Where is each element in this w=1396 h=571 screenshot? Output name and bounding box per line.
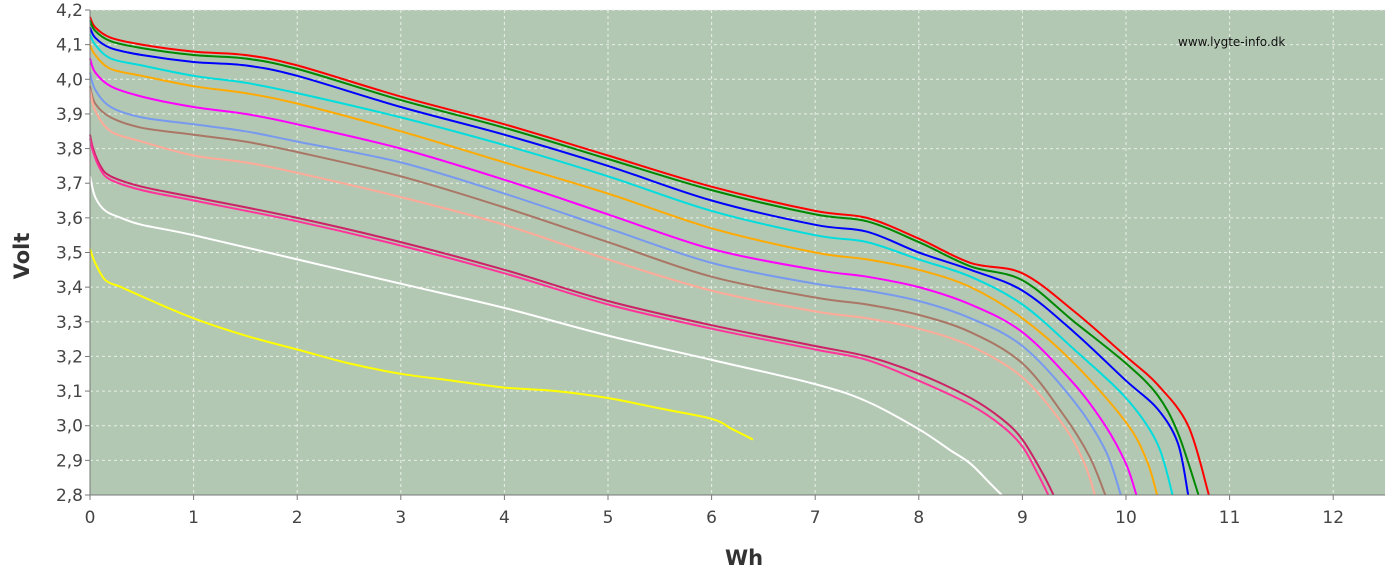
y-tick-label: 4,1 bbox=[56, 36, 83, 56]
series-line-10 bbox=[89, 134, 1055, 496]
x-tick-label: 1 bbox=[188, 508, 199, 528]
x-tick-label: 11 bbox=[1219, 508, 1241, 528]
series-line-2 bbox=[89, 19, 1200, 496]
y-tick-label: 3,7 bbox=[56, 174, 83, 194]
x-tick-label: 6 bbox=[706, 508, 717, 528]
tick-labels: 0 1 2 3 4 5 6 7 8 9 10 11 122,82,93,03,13,23,33,43,5… bbox=[56, 1, 1344, 528]
series-line-9 bbox=[89, 89, 1096, 496]
x-tick-label: 5 bbox=[603, 508, 614, 528]
series-line-8 bbox=[89, 85, 1107, 496]
series-line-4 bbox=[89, 33, 1174, 496]
series-line-13 bbox=[89, 248, 754, 441]
watermark-text: www.lygte-info.dk bbox=[1178, 35, 1285, 49]
y-axis-title: Volt bbox=[10, 233, 34, 280]
x-tick-label: 12 bbox=[1322, 508, 1344, 528]
y-tick-label: 3,6 bbox=[56, 209, 83, 229]
grid bbox=[89, 9, 1385, 496]
y-tick-label: 3,9 bbox=[56, 105, 83, 125]
series-group bbox=[89, 16, 1210, 496]
axes bbox=[85, 9, 1385, 500]
y-tick-label: 3,4 bbox=[56, 278, 83, 298]
x-tick-label: 8 bbox=[913, 508, 924, 528]
y-tick-label: 3,8 bbox=[56, 140, 83, 160]
y-tick-label: 2,8 bbox=[56, 486, 83, 506]
x-tick-label: 9 bbox=[1017, 508, 1028, 528]
series-line-3 bbox=[89, 26, 1190, 496]
y-tick-label: 3,3 bbox=[56, 313, 83, 333]
x-tick-label: 0 bbox=[85, 508, 96, 528]
x-tick-label: 2 bbox=[292, 508, 303, 528]
x-tick-label: 10 bbox=[1115, 508, 1137, 528]
series-line-5 bbox=[89, 44, 1159, 496]
y-tick-label: 3,1 bbox=[56, 382, 83, 402]
x-tick-label: 3 bbox=[395, 508, 406, 528]
y-tick-label: 3,0 bbox=[56, 417, 83, 437]
x-tick-label: 7 bbox=[810, 508, 821, 528]
series-line-12 bbox=[89, 176, 1003, 496]
y-tick-label: 2,9 bbox=[56, 451, 83, 471]
x-tick-label: 4 bbox=[499, 508, 510, 528]
y-tick-label: 3,5 bbox=[56, 244, 83, 264]
series-line-11 bbox=[89, 137, 1050, 496]
y-tick-label: 4,0 bbox=[56, 70, 83, 90]
series-line-6 bbox=[89, 58, 1138, 496]
y-tick-label: 4,2 bbox=[56, 1, 83, 21]
y-tick-label: 3,2 bbox=[56, 347, 83, 367]
series-line-1 bbox=[89, 16, 1210, 496]
x-axis-title: Wh bbox=[725, 546, 763, 570]
series-line-7 bbox=[89, 72, 1122, 496]
